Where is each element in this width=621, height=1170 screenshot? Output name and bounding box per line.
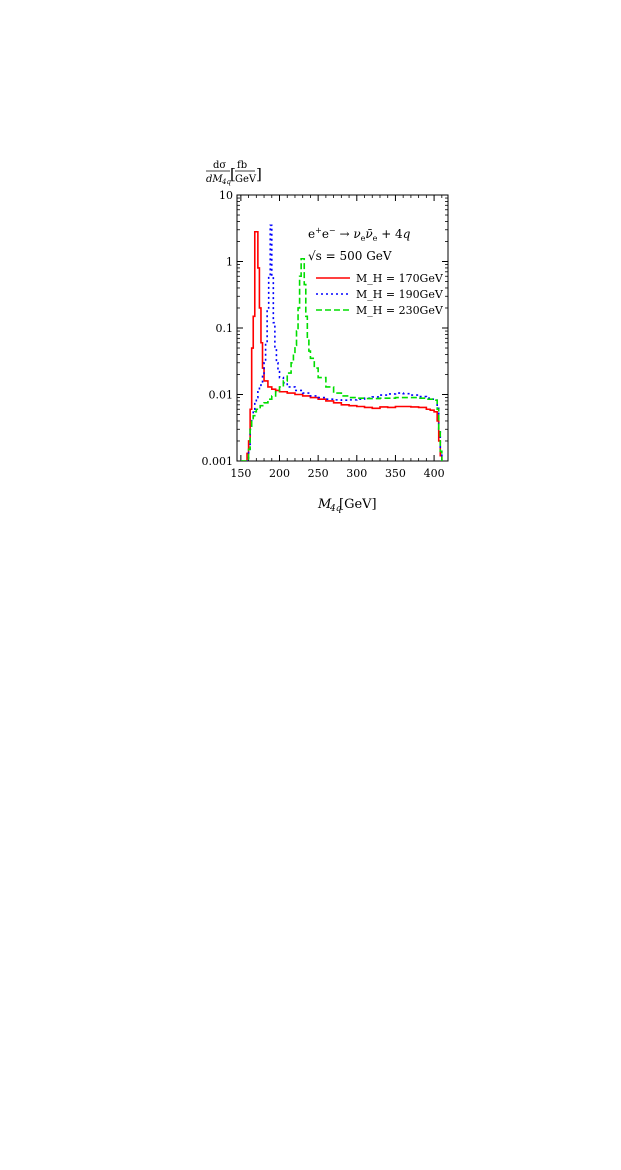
legend-label: M_H = 230GeV (356, 304, 444, 317)
ylabel-denominator-subscript: 4q (221, 178, 231, 186)
x-tick-label: 250 (308, 467, 329, 480)
x-tick-label: 350 (385, 467, 406, 480)
y-tick-label: 1 (226, 256, 233, 269)
ylabel-unit-den: GeV (235, 174, 257, 185)
ylabel-numerator: dσ (213, 160, 226, 171)
legend: M_H = 170GeV M_H = 190GeV M_H = 230GeV (316, 272, 444, 317)
xlabel-unit: [GeV] (339, 497, 377, 512)
y-tick-label: 0.1 (216, 322, 234, 335)
annotation: e+e− → νeν̄e + 4q √s = 500 GeV (308, 226, 411, 263)
y-tick-labels: 0.001 0.01 0.1 1 10 (202, 189, 234, 468)
legend-label: M_H = 190GeV (356, 288, 444, 301)
ylabel-bracket-open: [ (230, 165, 236, 183)
x-tick-label: 400 (424, 467, 445, 480)
ylabel-denominator: dM (206, 174, 223, 185)
xlabel-subscript: 4q (329, 504, 342, 514)
legend-label: M_H = 170GeV (356, 272, 444, 285)
series-line-2 (240, 224, 443, 461)
series-group (240, 224, 443, 461)
annotation-energy: √s = 500 GeV (308, 249, 392, 263)
x-tick-label: 300 (346, 467, 367, 480)
y-tick-label: 0.001 (202, 455, 234, 468)
y-axis-label: dσ dM 4q [ fb GeV ] (206, 160, 262, 186)
x-tick-label: 150 (230, 467, 251, 480)
x-tick-labels: 150 200 250 300 350 400 (230, 467, 444, 480)
ylabel-bracket-close: ] (256, 165, 262, 183)
series-line-3 (240, 257, 443, 461)
y-tick-label: 0.01 (209, 389, 234, 402)
ylabel-unit-num: fb (237, 160, 247, 171)
xlabel-main: M (317, 497, 332, 512)
series-line-1 (240, 230, 443, 461)
annotation-process: e+e− → νeν̄e + 4q (308, 226, 411, 243)
x-tick-label: 200 (269, 467, 290, 480)
y-tick-label: 10 (219, 189, 233, 202)
x-axis-label: M 4q [GeV] (317, 497, 377, 514)
axis-ticks (237, 194, 448, 462)
